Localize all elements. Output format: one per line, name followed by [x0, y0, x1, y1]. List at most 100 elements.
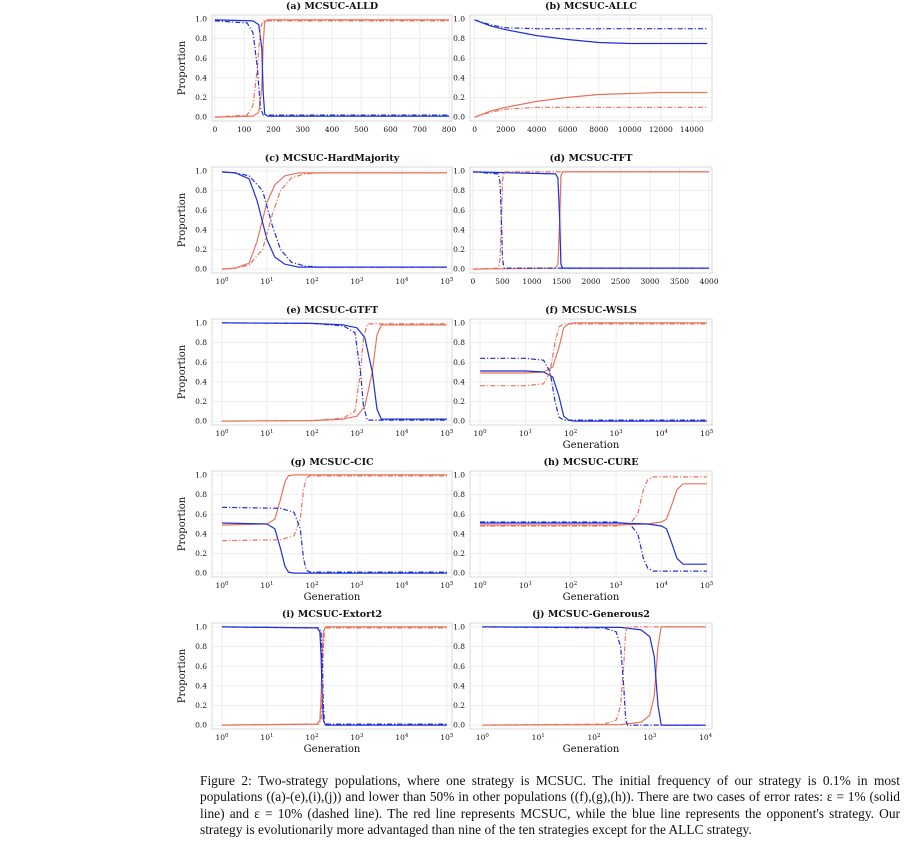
subplot-5: 0.0 0.2 0.4 0.6 0.8 1.0 100 101 102 103 104 105 (e) … — [177, 305, 454, 438]
plot-frame — [211, 166, 453, 274]
x-tick-label: 10000 — [618, 125, 642, 134]
plot-frame — [211, 622, 453, 730]
x-tick-label: 2500 — [611, 277, 630, 286]
subplot-title: (e) MCSUC-GTFT — [286, 305, 378, 316]
subplot-6: 0.0 0.2 0.4 0.6 0.8 1.0 100 101 102 103 104 105 (f) … — [453, 305, 714, 451]
x-tick-label: 103 — [643, 733, 657, 742]
x-tick-label: 700 — [413, 125, 428, 134]
y-tick-label: 0.2 — [195, 93, 207, 102]
x-tick-label: 1000 — [522, 277, 541, 286]
y-tick-label: 0.4 — [195, 73, 207, 82]
y-tick-label: 0.8 — [453, 490, 465, 499]
subplot-1: 0.0 0.2 0.4 0.6 0.8 1.0 0 100 200 300 400 500 600 700… — [177, 1, 456, 134]
subplot-title: (d) MCSUC-TFT — [550, 153, 633, 164]
x-tick-label: 104 — [699, 733, 713, 742]
x-tick-label: 105 — [440, 733, 454, 742]
x-tick-label: 3500 — [670, 277, 689, 286]
y-tick-label: 0.4 — [195, 681, 207, 690]
x-tick-label: 4000 — [700, 277, 719, 286]
x-axis-label: Generation — [563, 592, 620, 603]
x-tick-label: 104 — [395, 581, 409, 590]
x-tick-label: 101 — [260, 581, 273, 590]
opponent-dashed-line — [480, 521, 707, 572]
opponent-dashed-line — [482, 626, 706, 726]
x-tick-label: 2000 — [581, 277, 600, 286]
y-tick-label: 0.6 — [195, 358, 207, 367]
x-tick-label: 102 — [564, 581, 577, 590]
y-tick-label: 0.4 — [195, 377, 207, 386]
y-tick-label: 0.4 — [453, 73, 465, 82]
mcsuc-solid-line — [480, 483, 707, 526]
x-tick-label: 500 — [495, 277, 510, 286]
y-axis-label: Proportion — [177, 648, 188, 703]
figure-caption: Figure 2: Two-strategy populations, wher… — [200, 773, 900, 838]
x-tick-label: 400 — [325, 125, 340, 134]
mcsuc-solid-line — [482, 626, 706, 726]
x-tick-label: 14000 — [680, 125, 704, 134]
y-tick-label: 0.6 — [195, 206, 207, 215]
opponent-dashed-line — [221, 626, 447, 725]
mcsuc-dashed-line — [221, 172, 447, 270]
x-tick-label: 0 — [472, 125, 477, 134]
opponent-solid-line — [480, 370, 707, 422]
subplot-8: 0.0 0.2 0.4 0.6 0.8 1.0 100 101 102 103 104 105 (h) … — [453, 457, 714, 603]
x-tick-label: 101 — [260, 429, 273, 438]
x-tick-label: 4000 — [527, 125, 546, 134]
x-axis-label: Generation — [563, 744, 620, 755]
y-tick-label: 1.0 — [195, 623, 207, 632]
y-tick-label: 0.4 — [195, 529, 207, 538]
y-tick-label: 0.0 — [453, 113, 465, 122]
y-tick-label: 0.8 — [195, 186, 207, 195]
y-tick-label: 0.2 — [453, 93, 465, 102]
x-axis-label: Generation — [304, 592, 361, 603]
opponent-solid-line — [482, 626, 706, 726]
y-tick-label: 0.6 — [195, 510, 207, 519]
x-tick-label: 104 — [655, 581, 669, 590]
x-tick-label: 6000 — [558, 125, 577, 134]
opponent-dashed-line — [474, 19, 708, 30]
opponent-dashed-line — [480, 357, 707, 421]
subplot-3: 0.0 0.2 0.4 0.6 0.8 1.0 100 101 102 103 104 105 (c) … — [177, 153, 454, 286]
x-tick-label: 104 — [655, 429, 669, 438]
x-tick-label: 105 — [700, 581, 714, 590]
y-tick-label: 0.2 — [453, 549, 465, 558]
x-tick-label: 105 — [440, 277, 454, 286]
y-tick-label: 1.0 — [453, 319, 465, 328]
x-tick-label: 104 — [395, 277, 409, 286]
y-axis-label: Proportion — [177, 344, 188, 399]
y-tick-label: 1.0 — [453, 623, 465, 632]
y-tick-label: 0.6 — [195, 662, 207, 671]
y-tick-label: 1.0 — [453, 15, 465, 24]
y-tick-label: 0.6 — [453, 358, 465, 367]
y-axis-label: Proportion — [177, 496, 188, 551]
mcsuc-solid-line — [480, 322, 707, 374]
y-tick-label: 1.0 — [195, 15, 207, 24]
y-tick-label: 0.6 — [453, 54, 465, 63]
x-tick-label: 100 — [474, 429, 488, 438]
x-tick-label: 100 — [215, 581, 229, 590]
y-tick-label: 0.0 — [195, 417, 207, 426]
subplot-title: (b) MCSUC-ALLC — [545, 1, 637, 12]
mcsuc-dashed-line — [480, 476, 707, 527]
x-tick-label: 102 — [305, 581, 318, 590]
figure-2: 0.0 0.2 0.4 0.6 0.8 1.0 0 100 200 300 400 500 600 700… — [177, 1, 719, 755]
y-tick-label: 0.8 — [453, 642, 465, 651]
mcsuc-solid-line — [474, 91, 708, 118]
y-tick-label: 0.6 — [195, 54, 207, 63]
mcsuc-solid-line — [221, 474, 447, 526]
mcsuc-dashed-line — [474, 106, 708, 118]
y-tick-label: 0.8 — [195, 642, 207, 651]
plot-frame — [469, 470, 713, 578]
x-tick-label: 101 — [519, 429, 532, 438]
y-tick-label: 0.8 — [195, 338, 207, 347]
x-tick-label: 101 — [532, 733, 545, 742]
x-tick-label: 0 — [471, 277, 476, 286]
subplot-4: 0.0 0.2 0.4 0.6 0.8 1.0 0 500 1000 1500 2000 2500 30… — [453, 153, 719, 286]
opponent-solid-line — [474, 19, 708, 45]
opponent-dashed-line — [214, 20, 450, 116]
x-tick-label: 102 — [305, 429, 318, 438]
mcsuc-dashed-line — [221, 627, 447, 726]
opponent-solid-line — [221, 626, 447, 726]
subplot-title: (j) MCSUC-Generous2 — [532, 609, 650, 620]
y-tick-label: 0.6 — [453, 206, 465, 215]
